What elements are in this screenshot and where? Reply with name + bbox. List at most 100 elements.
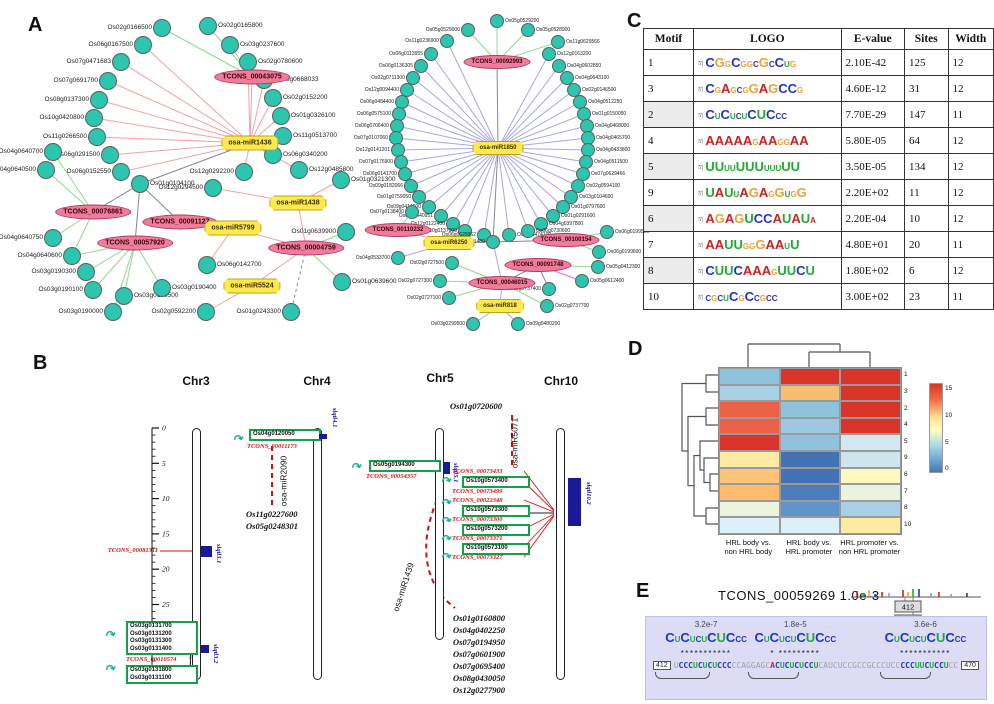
gene-node-label: Os04g0512250 [588, 98, 623, 105]
gene-node [434, 209, 448, 223]
sequence-letter: U [943, 661, 949, 670]
edge [497, 147, 554, 217]
logo-letter: A [758, 81, 769, 96]
gene-node-label: Os06g0167500 [88, 40, 133, 48]
tcons-label: TCONS_00073300 [452, 516, 503, 523]
gene-node-label: Os06g0113955 [389, 50, 423, 57]
gene-node [445, 256, 459, 270]
gene-node [412, 190, 426, 204]
logo-letter: C [926, 630, 936, 645]
gene-node-label: Os01g0797600 [571, 203, 606, 210]
table-cell: 134 [904, 153, 949, 180]
logo-letter: A [724, 133, 734, 148]
logo-letter: A [758, 185, 769, 200]
gene-node [534, 217, 548, 231]
sequence-alignment-box: 412 UCCCUCUCUCCCCCAGGAGCACUCUCUCCUCAUCUCC… [645, 616, 987, 700]
logo-letter: A [810, 216, 816, 225]
logo-axis: 5'| [698, 191, 704, 198]
gene-node [134, 36, 152, 54]
gene-node [84, 281, 102, 299]
colorbar-tick: 5 [945, 439, 949, 446]
table-cell: 12 [947, 205, 994, 232]
heatmap-cell [779, 401, 841, 418]
gene-node-label: Os04g0640600 [17, 251, 62, 259]
heatmap-cell [779, 484, 841, 501]
qtl-marker [568, 478, 581, 526]
target-gene-list: Os11g0227600 Os05g0248301 [246, 508, 298, 532]
gene-node [99, 72, 117, 90]
gene-box-line: Os10g0573400 [466, 478, 508, 484]
gene-node [405, 205, 419, 219]
gene-node-label: Os04g0397800 [549, 220, 584, 227]
sequence-letter: C [900, 661, 906, 670]
brace-row: UCCCUCUCUCCCCCAGGAGCACUCUCUCCUCAUCUCCGCC… [650, 672, 940, 681]
gene-node [221, 36, 239, 54]
motif-evalue: 1.8e-5 [783, 620, 807, 629]
target-gene: Os05g0248301 [246, 521, 298, 531]
logo-letter: G [740, 60, 747, 69]
qtl-marker [319, 434, 327, 439]
gene-node-label: Os01g0639600 [352, 277, 397, 285]
gene-node [560, 71, 574, 85]
logo-letter: C [753, 294, 760, 303]
gene-node [511, 317, 525, 331]
logo-letter: C [707, 630, 717, 645]
chromosome-lines: 05101520253035 [151, 415, 555, 680]
logo-letter: U [701, 635, 708, 644]
gene-node [112, 53, 130, 71]
gene-box-line: Os10g0573100 [466, 545, 508, 551]
table-row: 7 5'| AAUUGGGAAUU 4.80E+01 20 11 [642, 231, 994, 258]
table-cell: 5'| UUUUUUUUUUUU [693, 153, 842, 180]
gene-box-line: Os03g0131400 [130, 645, 172, 652]
gene-box: Os10g0573300 [462, 505, 530, 517]
logo-letter: G [796, 185, 807, 200]
edge [120, 61, 251, 144]
logo-letter: A [733, 133, 743, 148]
heatmap-cell [840, 484, 901, 501]
heatmap-cell [779, 467, 841, 485]
edge [497, 147, 510, 236]
chromosome-name: Chr5 [426, 371, 454, 385]
brace: CCCUCUCUCCC [654, 672, 710, 679]
table-cell: 3 [642, 75, 695, 102]
table-cell: 6 [904, 257, 949, 284]
logo-letter: C [705, 263, 715, 278]
gene-box: Os04g0120050 [249, 429, 321, 441]
lncrna-node: TCONS_00076861 [55, 204, 131, 220]
gene-node [551, 35, 565, 49]
heatmap-cell [779, 368, 841, 385]
qtl-label: slqtl10.2 [585, 482, 592, 505]
gene-node-label: Os05g0612400 [590, 277, 625, 284]
brace-gap: CC [931, 673, 941, 679]
heatmap-cell [840, 417, 901, 435]
sequence-letter: C [717, 661, 722, 670]
logo-letter: A [724, 211, 735, 226]
logo-letter: U [724, 237, 734, 252]
gene-node [422, 200, 436, 214]
match-stars: * ********* [770, 649, 821, 658]
table-cell: 6 [642, 205, 695, 232]
brace-gap: CAUCUCCGCCGCCCUCC [799, 673, 881, 679]
heatmap-cell [719, 450, 780, 468]
sequence-letter: A [770, 661, 775, 670]
gene-node-label: Os06g0730600 [536, 227, 571, 234]
logo-letter: C [787, 81, 798, 96]
table-cell: 12 [947, 179, 994, 206]
panel-a-label: A [28, 14, 43, 36]
gene-node [556, 200, 570, 214]
edge [464, 147, 499, 232]
heatmap-row-label: 8 [904, 504, 908, 512]
logo-letter: C [735, 635, 742, 644]
mirna-node: osa-miR1438 [269, 195, 327, 211]
gene-node-label: Os06g0141700 [362, 170, 397, 177]
gene-node-label: Os01g0639900 [291, 227, 336, 235]
sequence-segment: U [673, 661, 679, 670]
heatmap-row-label: 10 [904, 520, 912, 528]
gene-node [490, 14, 504, 28]
tcons-label: TCONS_00081311 [107, 547, 158, 554]
gene-node-label: Os02g0737400 [506, 285, 541, 292]
table-header: E-value [840, 28, 906, 50]
gene-box-line: Os04g0120050 [253, 431, 295, 437]
mirna-node: osa-miR818 [476, 299, 524, 313]
chromosome-bar [556, 428, 565, 680]
